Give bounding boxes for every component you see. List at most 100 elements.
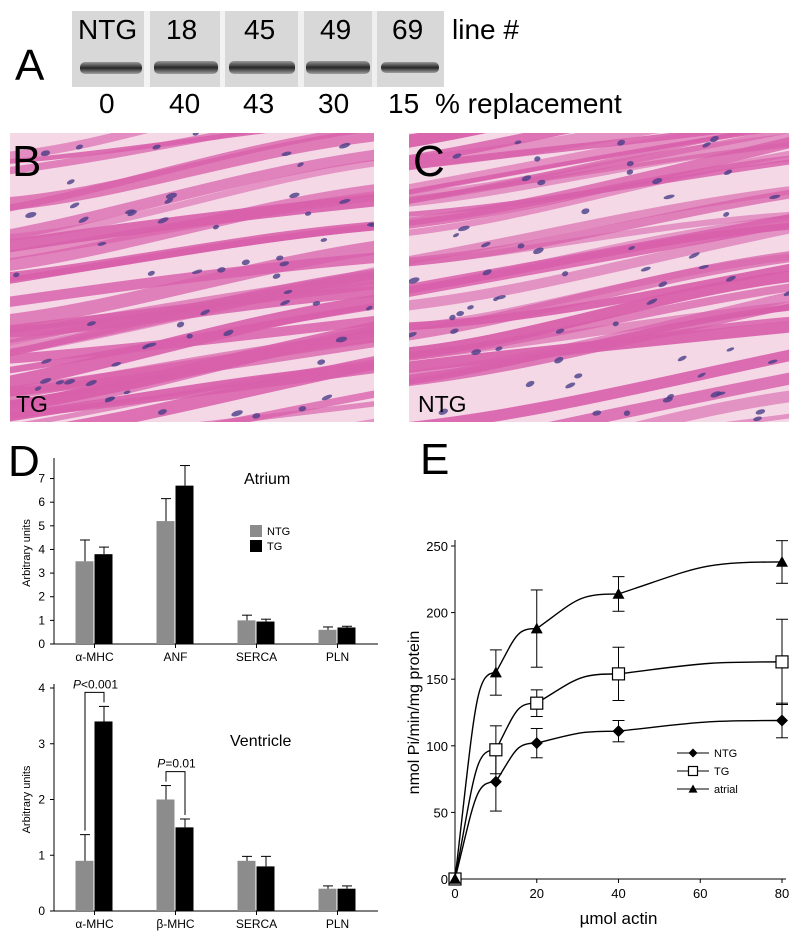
- cell-nucleus: [69, 202, 80, 209]
- cell-nucleus: [176, 321, 185, 328]
- muscle-fiber: [409, 253, 789, 331]
- cell-nucleus: [581, 208, 590, 215]
- replacement-value-4: 15: [388, 88, 420, 119]
- cell-nucleus: [565, 382, 576, 389]
- cell-nucleus: [252, 413, 261, 419]
- y-tick-label: 150: [426, 672, 448, 687]
- cell-nucleus: [783, 290, 789, 297]
- histology-label-ntg: NTG: [418, 391, 467, 417]
- muscle-fiber: [198, 401, 374, 422]
- cell-nucleus: [626, 161, 634, 167]
- x-tick-label: 60: [693, 886, 707, 901]
- x-tick-label: PLN: [326, 650, 349, 664]
- data-point-ntg: [776, 714, 788, 727]
- data-point-atrial: [449, 873, 461, 884]
- chart-title: Ventricle: [230, 733, 291, 750]
- cell-nucleus: [339, 142, 351, 149]
- legend-label-ntg: NTG: [714, 748, 737, 760]
- data-point-ntg: [489, 775, 502, 788]
- muscle-fiber: [409, 186, 789, 265]
- muscle-fiber: [10, 133, 250, 175]
- legend-label-tg: TG: [714, 766, 729, 778]
- cell-nucleus: [223, 329, 234, 337]
- cell-nucleus: [726, 275, 736, 282]
- cell-nucleus: [482, 269, 492, 276]
- cell-nucleus: [111, 361, 122, 367]
- data-point-atrial: [776, 555, 788, 567]
- bar-ntg: [75, 860, 94, 911]
- cell-nucleus: [272, 273, 281, 279]
- cell-nucleus: [75, 144, 83, 150]
- bar-tg: [256, 621, 275, 644]
- cell-nucleus: [231, 410, 243, 417]
- x-axis-label: µmol actin: [580, 909, 658, 928]
- bar-ntg: [75, 561, 94, 644]
- x-tick-label: α-MHC: [75, 650, 114, 664]
- cell-nucleus: [335, 336, 348, 343]
- blot-lane-label-49: 49: [320, 14, 352, 45]
- muscle-fiber: [409, 133, 750, 205]
- cell-nucleus: [755, 409, 766, 415]
- replacement-value-2: 43: [243, 88, 275, 119]
- bar-ntg: [318, 888, 337, 911]
- cell-nucleus: [658, 281, 668, 288]
- cell-nucleus: [212, 224, 219, 230]
- cell-nucleus: [339, 198, 351, 204]
- cell-nucleus: [13, 272, 20, 278]
- cell-nucleus: [409, 277, 420, 284]
- replacement-value-0: 0: [99, 88, 115, 119]
- x-tick-label: PLN: [326, 917, 349, 931]
- cell-nucleus: [97, 241, 107, 246]
- cell-nucleus: [165, 192, 178, 199]
- panel-b-letter: B: [12, 137, 42, 186]
- bar-ntg: [237, 620, 256, 644]
- y-tick-label: 200: [426, 606, 448, 621]
- series-line-ntg: [454, 719, 783, 880]
- data-point-atrial: [612, 587, 625, 599]
- significance-label: P=0.01: [157, 757, 196, 771]
- bar-ntg: [318, 629, 337, 644]
- muscle-fiber: [409, 283, 789, 361]
- ventricle-bar-chart: 0 1 2 3 4 Arbitrary units Ventricle α-MHC β-MHC S…: [21, 677, 378, 931]
- bar-ntg: [156, 521, 175, 644]
- muscle-fiber: [10, 194, 374, 253]
- muscle-fiber: [409, 159, 789, 217]
- muscle-fiber: [10, 149, 374, 241]
- blot-lane-label-18: 18: [166, 14, 198, 45]
- legend-marker-tg: [687, 765, 699, 777]
- blot-lane-label-69: 69: [392, 14, 424, 45]
- x-tick-label: SERCA: [236, 917, 277, 931]
- cell-nucleus: [320, 238, 328, 242]
- cell-nucleus: [279, 261, 290, 267]
- cell-nucleus: [456, 311, 465, 317]
- cell-nucleus: [458, 225, 470, 232]
- y-tick-label: 4: [38, 542, 45, 556]
- cell-nucleus: [574, 373, 583, 379]
- cell-nucleus: [481, 242, 491, 248]
- cell-nucleus: [716, 391, 726, 396]
- muscle-fiber: [409, 133, 487, 148]
- cell-nucleus: [666, 393, 674, 400]
- cell-nucleus: [409, 331, 417, 338]
- cell-nucleus: [85, 379, 97, 387]
- cell-nucleus: [525, 380, 535, 388]
- cell-nucleus: [533, 247, 544, 255]
- cell-nucleus: [612, 321, 619, 327]
- cell-nucleus: [104, 396, 115, 401]
- blot-lane-label-45: 45: [244, 14, 276, 45]
- cell-nucleus: [723, 211, 730, 217]
- cell-nucleus: [663, 194, 675, 200]
- y-tick-label: 7: [38, 472, 45, 486]
- cell-nucleus: [467, 305, 474, 310]
- legend-label-ntg: NTG: [267, 526, 290, 538]
- legend-label-tg: TG: [267, 541, 282, 553]
- blot-lane-caption: line #: [452, 14, 519, 45]
- muscle-fiber: [10, 332, 374, 397]
- muscle-fiber: [634, 390, 789, 422]
- replacement-caption: % replacement: [435, 88, 622, 119]
- cell-nucleus: [514, 140, 522, 145]
- atpase-line-chart: 0 50 100 150 200 250 0 20 40 60 80 µmol actin nmol P…: [406, 539, 789, 928]
- y-axis-label: nmol Pi/min/mg protein: [406, 631, 423, 795]
- cell-nucleus: [298, 406, 307, 412]
- bar-ntg: [237, 860, 256, 911]
